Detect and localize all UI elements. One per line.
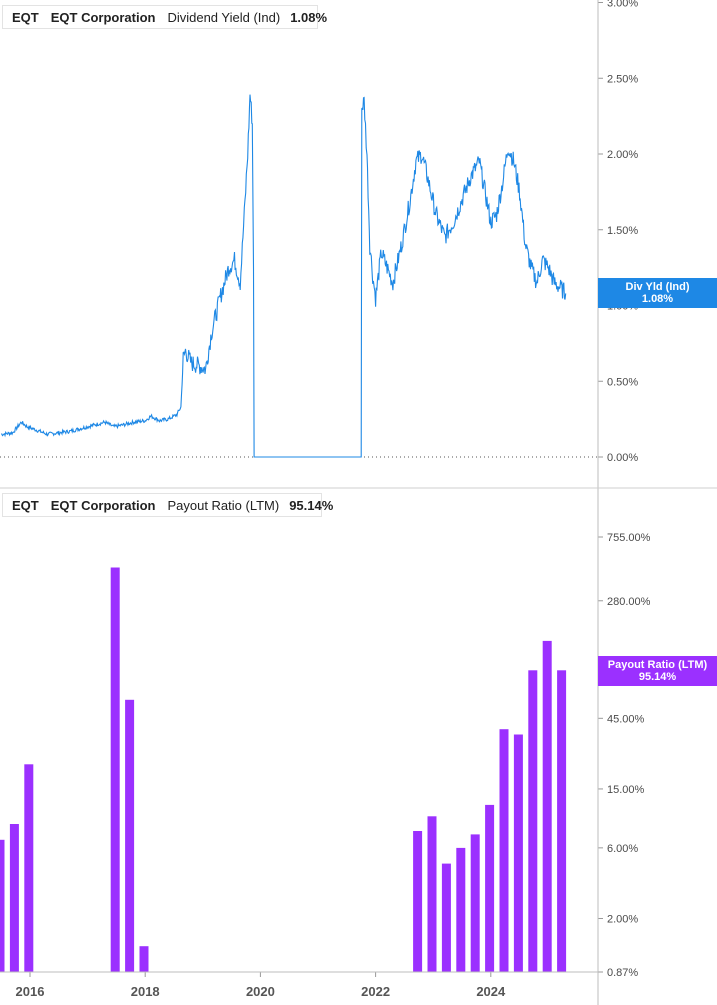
payout-ratio-panel: 0.87% 2.00% 6.00% 15.00% 45.00% 280.00% 755.00…: [0, 532, 651, 979]
legend-series-name: Dividend Yield (Ind): [167, 9, 281, 25]
payout-ratio-bar: [485, 804, 495, 972]
dividend-yield-line: [0, 94, 567, 458]
payout-ratio-bar: [557, 670, 567, 972]
legend-company: EQT Corporation: [50, 497, 156, 513]
x-tick-label: 2024: [476, 984, 506, 999]
x-tick-label: 2016: [16, 984, 45, 999]
payout-ratio-bar: [24, 764, 34, 972]
payout-ratio-bar: [542, 640, 552, 972]
legend-series-name: Payout Ratio (LTM): [167, 497, 280, 513]
dividend-yield-legend[interactable]: EQT EQT Corporation Dividend Yield (Ind)…: [2, 5, 327, 29]
dividend-yield-value-flag: Div Yld (Ind) 1.08%: [598, 278, 717, 308]
y-tick-label: 6.00%: [607, 843, 638, 855]
y-tick-label: 2.50%: [607, 73, 638, 85]
y-tick-label: 2.00%: [607, 913, 638, 925]
payout-ratio-bar: [427, 816, 437, 972]
flag-value: 1.08%: [641, 293, 674, 305]
legend-last-value: 95.14%: [289, 497, 334, 513]
legend-ticker: EQT: [12, 9, 39, 25]
y-tick-label: 755.00%: [607, 532, 651, 544]
payout-ratio-bar: [413, 831, 423, 972]
flag-title: Div Yld (Ind): [625, 281, 690, 293]
legend-last-value: 1.08%: [290, 9, 328, 25]
dividend-yield-panel: 0.00%0.50%1.00%1.50%2.00%2.50%3.00%: [0, 0, 638, 464]
x-tick-label: 2022: [361, 984, 390, 999]
y-tick-label: 2.00%: [607, 149, 638, 161]
payout-ratio-bar: [513, 734, 523, 972]
flag-title: Payout Ratio (LTM): [607, 659, 708, 671]
y-tick-label: 3.00%: [607, 0, 638, 10]
payout-ratio-bar: [499, 729, 509, 972]
y-tick-label: 0.87%: [607, 967, 638, 979]
y-tick-label: 45.00%: [607, 713, 645, 725]
payout-ratio-bar: [9, 824, 19, 972]
payout-ratio-bar: [110, 567, 120, 972]
payout-ratio-bar: [139, 946, 149, 972]
y-tick-label: 0.50%: [607, 376, 638, 388]
payout-ratio-legend[interactable]: EQT EQT Corporation Payout Ratio (LTM) 9…: [2, 493, 333, 517]
payout-ratio-bar: [441, 863, 451, 972]
x-tick-label: 2018: [131, 984, 160, 999]
x-axis: 2016 2018 2020 2022 2024: [16, 972, 506, 999]
payout-ratio-bar: [456, 847, 466, 972]
legend-company: EQT Corporation: [50, 9, 156, 25]
y-tick-label: 1.50%: [607, 225, 638, 237]
y-tick-label: 280.00%: [607, 596, 651, 608]
payout-ratio-bar: [528, 670, 538, 972]
x-tick-label: 2020: [246, 984, 275, 999]
payout-ratio-bar: [0, 839, 5, 972]
payout-ratio-bar: [125, 699, 135, 972]
legend-ticker: EQT: [12, 497, 39, 513]
y-tick-label: 0.00%: [607, 452, 638, 464]
payout-ratio-bar: [470, 834, 480, 972]
payout-ratio-value-flag: Payout Ratio (LTM) 95.14%: [598, 656, 717, 686]
flag-value: 95.14%: [638, 671, 677, 683]
y-tick-label: 15.00%: [607, 784, 645, 796]
